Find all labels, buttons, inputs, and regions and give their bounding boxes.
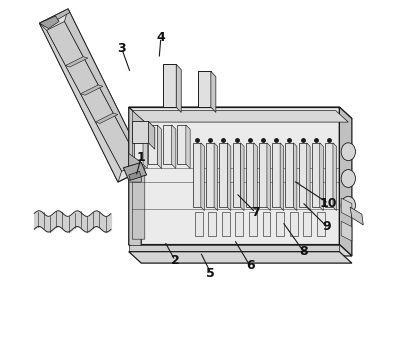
Polygon shape: [249, 212, 257, 236]
Polygon shape: [307, 143, 310, 211]
Polygon shape: [148, 125, 157, 164]
Polygon shape: [206, 143, 214, 207]
Polygon shape: [339, 107, 352, 256]
Polygon shape: [276, 212, 284, 236]
Polygon shape: [129, 107, 339, 245]
Polygon shape: [312, 143, 320, 207]
Polygon shape: [129, 107, 352, 119]
Polygon shape: [219, 143, 227, 207]
Polygon shape: [157, 125, 162, 169]
Polygon shape: [199, 71, 211, 107]
Polygon shape: [208, 212, 216, 236]
Text: 10: 10: [320, 197, 337, 210]
Polygon shape: [81, 85, 103, 95]
Polygon shape: [177, 125, 186, 164]
Polygon shape: [39, 16, 59, 29]
Polygon shape: [129, 107, 141, 256]
Polygon shape: [193, 143, 201, 207]
Polygon shape: [303, 212, 311, 236]
Polygon shape: [214, 143, 218, 211]
Polygon shape: [95, 113, 118, 124]
Polygon shape: [129, 171, 141, 180]
Polygon shape: [240, 143, 244, 211]
Polygon shape: [263, 212, 270, 236]
Polygon shape: [129, 245, 339, 252]
Polygon shape: [134, 125, 143, 164]
Text: 2: 2: [171, 254, 180, 267]
Polygon shape: [222, 212, 230, 236]
Polygon shape: [299, 143, 307, 207]
Text: 1: 1: [137, 151, 145, 164]
Text: 6: 6: [246, 260, 254, 272]
Polygon shape: [341, 221, 352, 241]
Polygon shape: [143, 125, 147, 169]
Polygon shape: [39, 9, 147, 182]
Polygon shape: [176, 64, 181, 112]
Polygon shape: [39, 9, 70, 26]
Polygon shape: [65, 57, 88, 67]
Polygon shape: [129, 252, 352, 263]
Polygon shape: [141, 252, 337, 259]
Polygon shape: [227, 143, 231, 211]
Polygon shape: [132, 111, 348, 122]
Polygon shape: [129, 154, 141, 182]
Text: 7: 7: [251, 206, 260, 219]
Polygon shape: [236, 212, 243, 236]
Polygon shape: [293, 143, 297, 211]
Polygon shape: [39, 23, 122, 182]
Polygon shape: [267, 143, 270, 211]
Polygon shape: [259, 143, 267, 207]
Text: 5: 5: [206, 267, 215, 280]
Polygon shape: [171, 125, 176, 169]
Polygon shape: [350, 207, 363, 225]
Polygon shape: [129, 245, 352, 256]
Polygon shape: [333, 143, 337, 211]
Text: 4: 4: [157, 31, 165, 44]
Text: 3: 3: [117, 42, 126, 55]
Polygon shape: [186, 125, 190, 169]
Polygon shape: [201, 143, 204, 211]
Polygon shape: [246, 143, 254, 207]
Polygon shape: [65, 9, 147, 168]
Polygon shape: [211, 71, 216, 112]
Ellipse shape: [341, 196, 356, 214]
Polygon shape: [286, 143, 293, 207]
Polygon shape: [163, 125, 171, 164]
Text: 9: 9: [323, 220, 331, 233]
Polygon shape: [325, 143, 333, 207]
Ellipse shape: [341, 143, 356, 161]
Polygon shape: [132, 121, 148, 143]
Polygon shape: [290, 212, 298, 236]
Polygon shape: [272, 143, 280, 207]
Polygon shape: [163, 64, 176, 107]
Polygon shape: [132, 111, 145, 239]
Ellipse shape: [341, 170, 356, 187]
Polygon shape: [46, 21, 139, 171]
Polygon shape: [123, 162, 147, 180]
Polygon shape: [233, 143, 240, 207]
Polygon shape: [195, 212, 203, 236]
Polygon shape: [341, 198, 352, 218]
Polygon shape: [320, 143, 323, 211]
Polygon shape: [254, 143, 257, 211]
Text: 8: 8: [299, 245, 308, 258]
Polygon shape: [317, 212, 325, 236]
Polygon shape: [280, 143, 284, 211]
Polygon shape: [148, 121, 155, 149]
